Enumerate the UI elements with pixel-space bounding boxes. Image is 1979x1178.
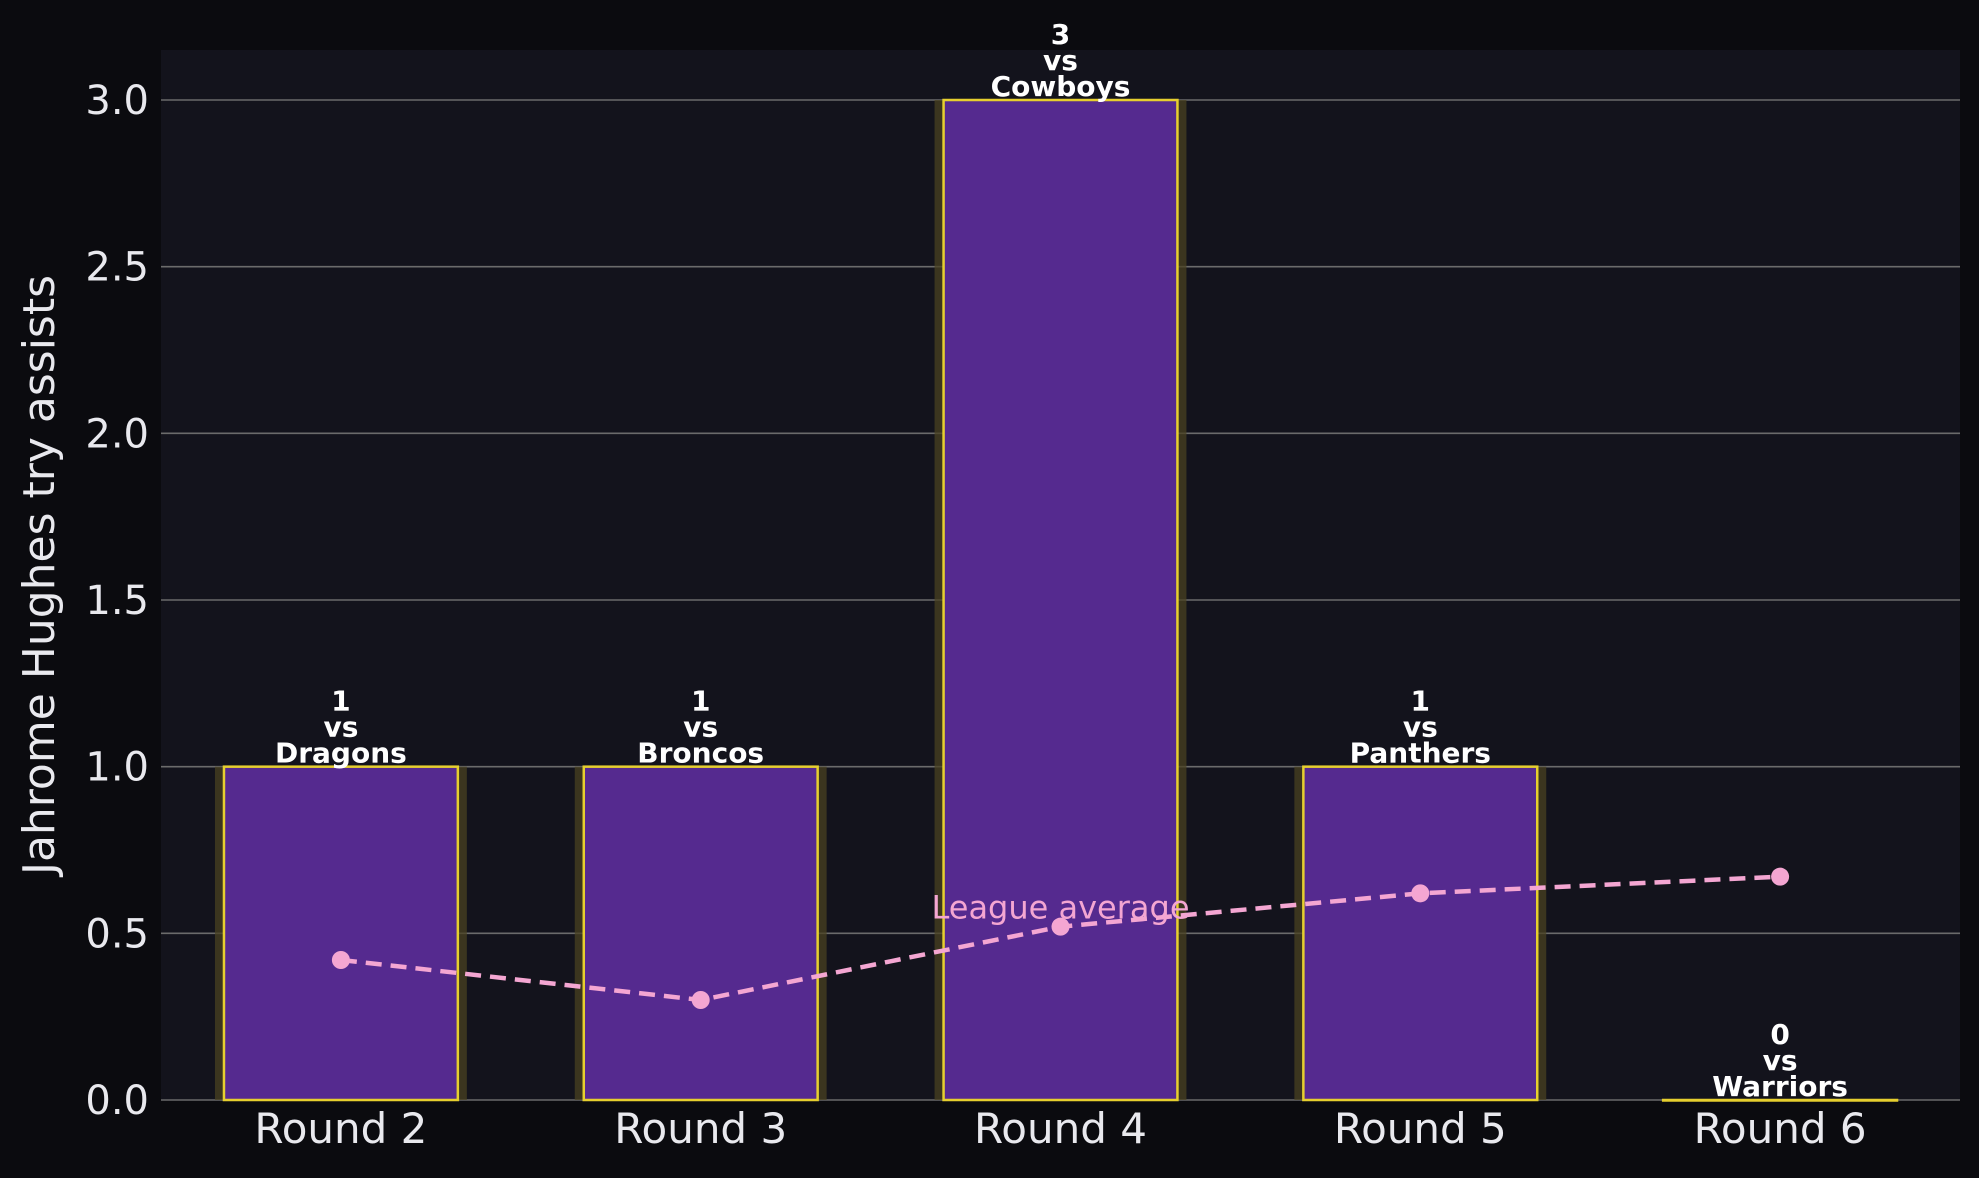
bar-data-label: 1 bbox=[691, 685, 710, 718]
y-tick-label: 1.0 bbox=[85, 745, 149, 791]
x-tick-label: Round 2 bbox=[254, 1104, 427, 1153]
league-average-point bbox=[1771, 867, 1790, 886]
y-tick-label: 3.0 bbox=[85, 78, 149, 124]
bar-data-label: vs bbox=[683, 711, 718, 744]
x-tick-label: Round 6 bbox=[1694, 1104, 1867, 1153]
bar bbox=[582, 765, 819, 1102]
bar-data-label: Warriors bbox=[1712, 1070, 1848, 1103]
bar-data-label: vs bbox=[1763, 1044, 1798, 1077]
bar-data-label: Panthers bbox=[1350, 737, 1491, 770]
x-tick-label: Round 5 bbox=[1334, 1104, 1507, 1153]
bar-data-label: 0 bbox=[1770, 1018, 1789, 1051]
league-average-point bbox=[1051, 917, 1070, 936]
bar-data-label: vs bbox=[1043, 44, 1078, 77]
league-average-point bbox=[331, 951, 350, 969]
bar-data-label: 1 bbox=[1411, 685, 1430, 718]
bar-data-label: Dragons bbox=[275, 737, 407, 770]
bar-data-label: vs bbox=[1403, 711, 1438, 744]
league-average-point bbox=[691, 991, 710, 1009]
league-average-label: League average bbox=[931, 889, 1189, 927]
league-average-point bbox=[1411, 884, 1430, 903]
x-tick-label: Round 4 bbox=[974, 1104, 1147, 1153]
y-tick-label: 2.0 bbox=[85, 411, 149, 457]
y-axis-label: Jahrome Hughes try assists bbox=[14, 275, 65, 878]
y-tick-label: 0.0 bbox=[85, 1078, 149, 1124]
bar-data-label: vs bbox=[323, 711, 358, 744]
bar bbox=[1661, 1098, 1899, 1102]
bar-data-label: 1 bbox=[331, 685, 350, 718]
bar-data-label: 3 bbox=[1051, 18, 1070, 51]
bar-data-label: Broncos bbox=[637, 737, 764, 770]
x-tick-label: Round 3 bbox=[614, 1104, 787, 1153]
bar bbox=[222, 765, 460, 1102]
y-tick-label: 2.5 bbox=[85, 245, 149, 291]
y-tick-label: 0.5 bbox=[85, 911, 149, 957]
bar-data-label: Cowboys bbox=[991, 70, 1131, 103]
bar bbox=[942, 98, 1179, 1102]
y-tick-label: 1.5 bbox=[85, 578, 149, 624]
bar bbox=[1302, 765, 1539, 1102]
